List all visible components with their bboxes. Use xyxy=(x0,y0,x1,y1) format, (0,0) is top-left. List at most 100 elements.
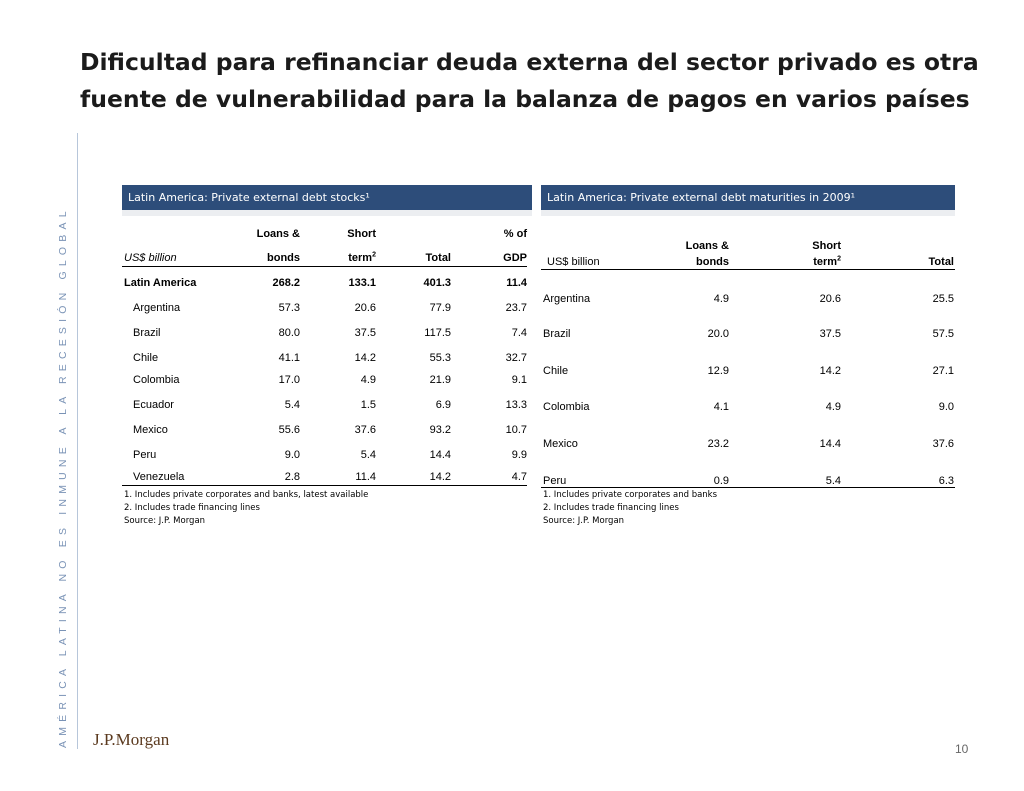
stocks-col-head-top: % of xyxy=(503,228,527,240)
stocks-row-value: 268.2 xyxy=(272,277,300,289)
side-divider xyxy=(77,133,78,749)
stocks-row-value: 77.9 xyxy=(429,302,451,314)
stocks-row-value: 11.4 xyxy=(506,277,527,289)
stocks-row-value: 55.6 xyxy=(278,424,300,436)
stocks-row-value: 17.0 xyxy=(278,374,300,386)
maturities-bottom-rule xyxy=(541,487,955,488)
debt-maturities-header-bar: Latin America: Private external debt mat… xyxy=(541,185,955,216)
maturities-row-label: Colombia xyxy=(543,401,590,413)
stocks-col-head-bottom: GDP xyxy=(503,252,527,264)
stocks-row-value: 41.1 xyxy=(278,352,300,364)
stocks-row-value: 7.4 xyxy=(511,327,527,339)
stocks-row-value: 4.9 xyxy=(360,374,376,386)
stocks-row-value: 21.9 xyxy=(429,374,451,386)
stocks-row-value: 37.6 xyxy=(354,424,376,436)
stocks-row-value: 9.1 xyxy=(511,374,527,386)
page-title: Dificultad para refinanciar deuda extern… xyxy=(80,48,979,113)
stocks-row-value: 2.8 xyxy=(284,471,300,483)
maturities-col-head-top: Short xyxy=(812,240,841,252)
stocks-row-value: 9.0 xyxy=(284,449,300,461)
maturities-row-value: 25.5 xyxy=(932,293,954,305)
maturities-row-value: 20.0 xyxy=(707,328,729,340)
maturities-row-value: 0.9 xyxy=(713,475,729,487)
maturities-col-head-bottom: Total xyxy=(928,256,954,268)
page-number: 10 xyxy=(955,742,969,756)
stocks-footnote: 2. Includes trade financing lines xyxy=(124,503,260,513)
maturities-row-value: 14.2 xyxy=(819,365,841,377)
maturities-row-value: 5.4 xyxy=(825,475,841,487)
stocks-row-value: 1.5 xyxy=(360,399,376,411)
maturities-footnote: 2. Includes trade financing lines xyxy=(543,503,679,513)
maturities-header-rule xyxy=(541,269,955,270)
maturities-row-value: 37.5 xyxy=(819,328,841,340)
maturities-row-label: Mexico xyxy=(543,438,578,450)
maturities-unit-label: US$ billion xyxy=(547,256,600,268)
maturities-row-value: 9.0 xyxy=(938,401,954,413)
maturities-col-head-bottom: bonds xyxy=(696,256,729,268)
side-caption: AMÉRICA LATINA NO ES INMUNE A LA RECESIÓ… xyxy=(57,206,69,748)
stocks-col-head-bottom: bonds xyxy=(267,252,300,264)
maturities-row-value: 4.9 xyxy=(713,293,729,305)
stocks-row-value: 14.2 xyxy=(354,352,376,364)
debt-maturities-heading: Latin America: Private external debt mat… xyxy=(541,185,955,210)
stocks-row-value: 117.5 xyxy=(424,327,451,339)
maturities-row-label: Argentina xyxy=(543,293,591,305)
stocks-col-head-top: Loans & xyxy=(256,228,300,240)
stocks-row-label: Ecuador xyxy=(133,399,174,411)
maturities-row-value: 27.1 xyxy=(932,365,954,377)
maturities-row-label: Brazil xyxy=(543,328,571,340)
stocks-row-value: 5.4 xyxy=(284,399,300,411)
stocks-row-value: 13.3 xyxy=(505,399,527,411)
maturities-footnote: Source: J.P. Morgan xyxy=(543,516,625,526)
stocks-row-value: 93.2 xyxy=(429,424,451,436)
maturities-row-label: Chile xyxy=(543,365,569,377)
maturities-row-value: 37.6 xyxy=(932,438,954,450)
stocks-col-head-top: Short xyxy=(347,228,376,240)
stocks-row-label: Argentina xyxy=(133,302,181,314)
stocks-row-value: 4.7 xyxy=(511,471,527,483)
stocks-row-value: 14.2 xyxy=(429,471,451,483)
maturities-row-value: 4.1 xyxy=(713,401,729,413)
stocks-row-label: Brazil xyxy=(133,327,161,339)
stocks-row-label: Mexico xyxy=(133,424,168,436)
jpmorgan-logo: J.P.Morgan xyxy=(93,730,170,749)
stocks-row-value: 55.3 xyxy=(429,352,451,364)
maturities-col-head-bottom: term2 xyxy=(813,255,841,268)
stocks-row-label: Latin America xyxy=(124,277,197,289)
stocks-footnote: Source: J.P. Morgan xyxy=(124,516,206,526)
stocks-row-value: 6.9 xyxy=(435,399,451,411)
stocks-row-value: 20.6 xyxy=(354,302,376,314)
maturities-row-value: 6.3 xyxy=(938,475,954,487)
stocks-unit-label: US$ billion xyxy=(124,252,177,264)
maturities-row-value: 12.9 xyxy=(707,365,729,377)
stocks-row-value: 401.3 xyxy=(423,277,451,289)
maturities-row-value: 23.2 xyxy=(707,438,729,450)
stocks-row-label: Colombia xyxy=(133,374,180,386)
stocks-row-value: 9.9 xyxy=(511,449,527,461)
stocks-row-value: 57.3 xyxy=(278,302,300,314)
stocks-bottom-rule xyxy=(122,485,527,486)
stocks-footnote: 1. Includes private corporates and banks… xyxy=(124,490,369,500)
stocks-row-label: Chile xyxy=(133,352,159,364)
stocks-row-value: 10.7 xyxy=(505,424,527,436)
debt-stocks-header-bar: Latin America: Private external debt sto… xyxy=(122,185,532,216)
stocks-row-value: 37.5 xyxy=(354,327,376,339)
stocks-row-value: 11.4 xyxy=(355,471,376,483)
stocks-row-value: 133.1 xyxy=(348,277,376,289)
maturities-row-value: 57.5 xyxy=(932,328,954,340)
maturities-col-head-top: Loans & xyxy=(685,240,729,252)
stocks-col-head-bottom: term2 xyxy=(348,251,376,264)
stocks-row-label: Peru xyxy=(133,449,157,461)
stocks-row-value: 80.0 xyxy=(278,327,300,339)
stocks-row-value: 14.4 xyxy=(429,449,451,461)
maturities-row-label: Peru xyxy=(543,475,567,487)
stocks-header-rule xyxy=(122,266,527,267)
maturities-footnote: 1. Includes private corporates and banks xyxy=(543,490,718,500)
maturities-row-value: 4.9 xyxy=(825,401,841,413)
maturities-row-value: 20.6 xyxy=(819,293,841,305)
stocks-row-value: 32.7 xyxy=(505,352,527,364)
debt-stocks-heading: Latin America: Private external debt sto… xyxy=(122,185,532,210)
stocks-row-value: 23.7 xyxy=(505,302,527,314)
stocks-row-value: 5.4 xyxy=(360,449,376,461)
stocks-col-head-bottom: Total xyxy=(425,252,451,264)
